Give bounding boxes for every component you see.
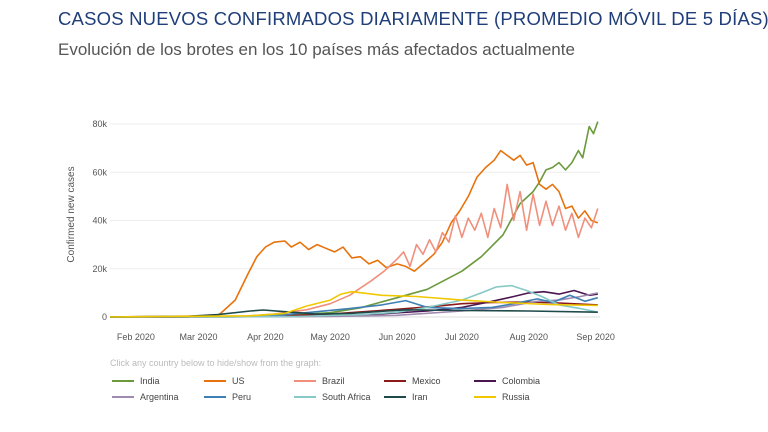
legend-label: India bbox=[140, 376, 160, 386]
legend-label: Argentina bbox=[140, 392, 179, 402]
y-tick-label: 80k bbox=[92, 119, 107, 129]
page-title: CASOS NUEVOS CONFIRMADOS DIARIAMENTE (PR… bbox=[58, 8, 768, 29]
series-line-peru bbox=[109, 294, 599, 318]
series-line-south-africa bbox=[109, 284, 598, 318]
x-tick-label: Mar 2020 bbox=[179, 332, 217, 342]
legend-label: US bbox=[232, 376, 245, 386]
legend-swatch bbox=[384, 396, 406, 398]
legend-item-india[interactable]: India bbox=[112, 376, 160, 386]
series-line-us bbox=[109, 149, 599, 318]
legend-item-colombia[interactable]: Colombia bbox=[474, 376, 540, 386]
legend-item-brazil[interactable]: Brazil bbox=[294, 376, 345, 386]
page-subtitle: Evolución de los brotes en los 10 países… bbox=[58, 40, 575, 59]
legend-swatch bbox=[474, 380, 496, 382]
x-tick-label: Sep 2020 bbox=[576, 332, 615, 342]
y-tick-label: 60k bbox=[92, 167, 107, 177]
series-line-mexico bbox=[109, 301, 598, 318]
legend-swatch bbox=[384, 380, 406, 382]
legend-swatch bbox=[474, 396, 496, 398]
legend-item-south-africa[interactable]: South Africa bbox=[294, 392, 371, 402]
legend-swatch bbox=[204, 396, 226, 398]
legend-label: Peru bbox=[232, 392, 252, 402]
legend-item-peru[interactable]: Peru bbox=[204, 392, 251, 402]
legend-swatch bbox=[112, 380, 134, 382]
x-tick-label: Aug 2020 bbox=[509, 332, 548, 342]
legend-item-mexico[interactable]: Mexico bbox=[384, 376, 441, 386]
y-tick-label: 0 bbox=[102, 312, 107, 322]
legend-swatch bbox=[294, 396, 316, 398]
legend-label: Colombia bbox=[502, 376, 541, 386]
x-tick-label: Apr 2020 bbox=[247, 332, 284, 342]
x-tick-label: May 2020 bbox=[310, 332, 350, 342]
legend-label: Iran bbox=[412, 392, 428, 402]
legend-item-us[interactable]: US bbox=[204, 376, 245, 386]
x-tick-label: Feb 2020 bbox=[117, 332, 155, 342]
y-tick-label: 40k bbox=[92, 216, 107, 226]
legend-label: South Africa bbox=[322, 392, 371, 402]
y-axis-label: Confirmed new cases bbox=[66, 166, 77, 262]
y-tick-label: 20k bbox=[92, 264, 107, 274]
legend-item-argentina[interactable]: Argentina bbox=[112, 392, 179, 402]
legend-swatch bbox=[204, 380, 226, 382]
series-line-india bbox=[109, 121, 599, 318]
legend-item-russia[interactable]: Russia bbox=[474, 392, 530, 402]
legend-swatch bbox=[112, 396, 134, 398]
legend-label: Brazil bbox=[322, 376, 345, 386]
series-line-argentina bbox=[109, 292, 598, 318]
legend-item-iran[interactable]: Iran bbox=[384, 392, 428, 402]
x-tick-label: Jun 2020 bbox=[379, 332, 416, 342]
series-line-russia bbox=[109, 290, 598, 318]
legend-label: Mexico bbox=[412, 376, 441, 386]
legend-label: Russia bbox=[502, 392, 530, 402]
x-tick-label: Jul 2020 bbox=[445, 332, 479, 342]
legend-hint: Click any country below to hide/show fro… bbox=[110, 358, 322, 368]
legend-swatch bbox=[294, 380, 316, 382]
series-line-brazil bbox=[109, 183, 599, 318]
series-line-iran bbox=[109, 309, 598, 318]
